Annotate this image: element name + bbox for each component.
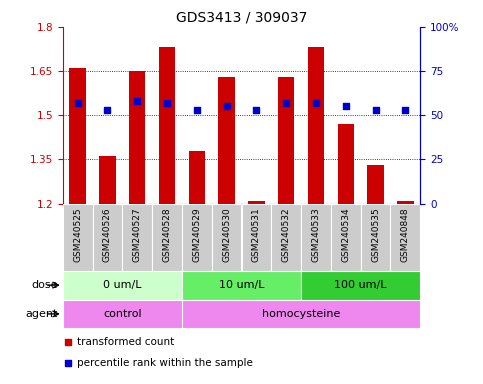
Point [74,100,82,106]
Bar [159,48,175,204]
Title: GDS3413 / 309037: GDS3413 / 309037 [176,10,307,24]
Text: GSM240529: GSM240529 [192,207,201,262]
Bar [182,300,420,328]
Bar [99,156,115,204]
Text: dose: dose [31,280,58,290]
Bar [361,204,390,271]
Text: GSM240532: GSM240532 [282,207,291,262]
Point [253,107,260,113]
Bar [93,204,122,271]
Bar [301,271,420,300]
Bar [63,271,182,300]
Text: GSM240535: GSM240535 [371,207,380,262]
Point [312,100,320,106]
Bar [397,200,413,204]
Bar [390,204,420,271]
Bar [338,124,354,204]
Bar [242,204,271,271]
Bar [152,204,182,271]
Text: GSM240531: GSM240531 [252,207,261,262]
Point [372,107,380,113]
Point [133,98,141,104]
Text: percentile rank within the sample: percentile rank within the sample [77,358,253,368]
Text: GSM240526: GSM240526 [103,207,112,262]
Text: GSM240533: GSM240533 [312,207,320,262]
Text: GSM240528: GSM240528 [163,207,171,262]
Bar [278,77,294,204]
Bar [182,204,212,271]
Bar [248,200,265,204]
Text: GSM240848: GSM240848 [401,207,410,262]
Text: GSM240527: GSM240527 [133,207,142,262]
Point [223,103,230,109]
Text: control: control [103,309,142,319]
Bar [70,68,86,204]
Point [163,100,171,106]
Point [104,107,112,113]
Bar [331,204,361,271]
Text: 100 um/L: 100 um/L [334,280,387,290]
Bar [182,271,301,300]
Bar [212,204,242,271]
Point [282,100,290,106]
Bar [63,204,93,271]
Text: 10 um/L: 10 um/L [219,280,264,290]
Bar [218,77,235,204]
Bar [63,300,182,328]
Point [64,339,72,345]
Point [342,103,350,109]
Text: agent: agent [26,309,58,319]
Point [193,107,201,113]
Bar [368,165,384,204]
Text: 0 um/L: 0 um/L [103,280,142,290]
Text: GSM240525: GSM240525 [73,207,82,262]
Bar [301,204,331,271]
Text: transformed count: transformed count [77,337,174,347]
Bar [129,71,145,204]
Bar [189,151,205,204]
Point [64,360,72,366]
Text: GSM240530: GSM240530 [222,207,231,262]
Point [401,107,409,113]
Bar [122,204,152,271]
Text: homocysteine: homocysteine [262,309,340,319]
Text: GSM240534: GSM240534 [341,207,350,262]
Bar [308,48,324,204]
Bar [271,204,301,271]
